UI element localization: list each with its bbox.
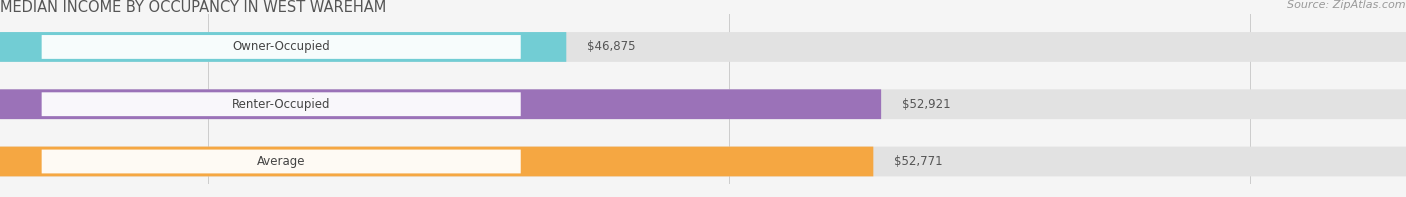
FancyBboxPatch shape: [42, 150, 520, 173]
FancyBboxPatch shape: [42, 92, 520, 116]
FancyBboxPatch shape: [0, 32, 567, 62]
Text: $46,875: $46,875: [588, 40, 636, 53]
Text: Owner-Occupied: Owner-Occupied: [232, 40, 330, 53]
FancyBboxPatch shape: [0, 32, 1406, 62]
Text: MEDIAN INCOME BY OCCUPANCY IN WEST WAREHAM: MEDIAN INCOME BY OCCUPANCY IN WEST WAREH…: [0, 0, 387, 15]
FancyBboxPatch shape: [0, 89, 882, 119]
Text: Average: Average: [257, 155, 305, 168]
FancyBboxPatch shape: [0, 89, 1406, 119]
Text: $52,771: $52,771: [894, 155, 943, 168]
Text: $52,921: $52,921: [903, 98, 950, 111]
FancyBboxPatch shape: [0, 147, 1406, 176]
FancyBboxPatch shape: [42, 35, 520, 59]
Text: Source: ZipAtlas.com: Source: ZipAtlas.com: [1288, 0, 1406, 10]
Text: Renter-Occupied: Renter-Occupied: [232, 98, 330, 111]
FancyBboxPatch shape: [0, 147, 873, 176]
